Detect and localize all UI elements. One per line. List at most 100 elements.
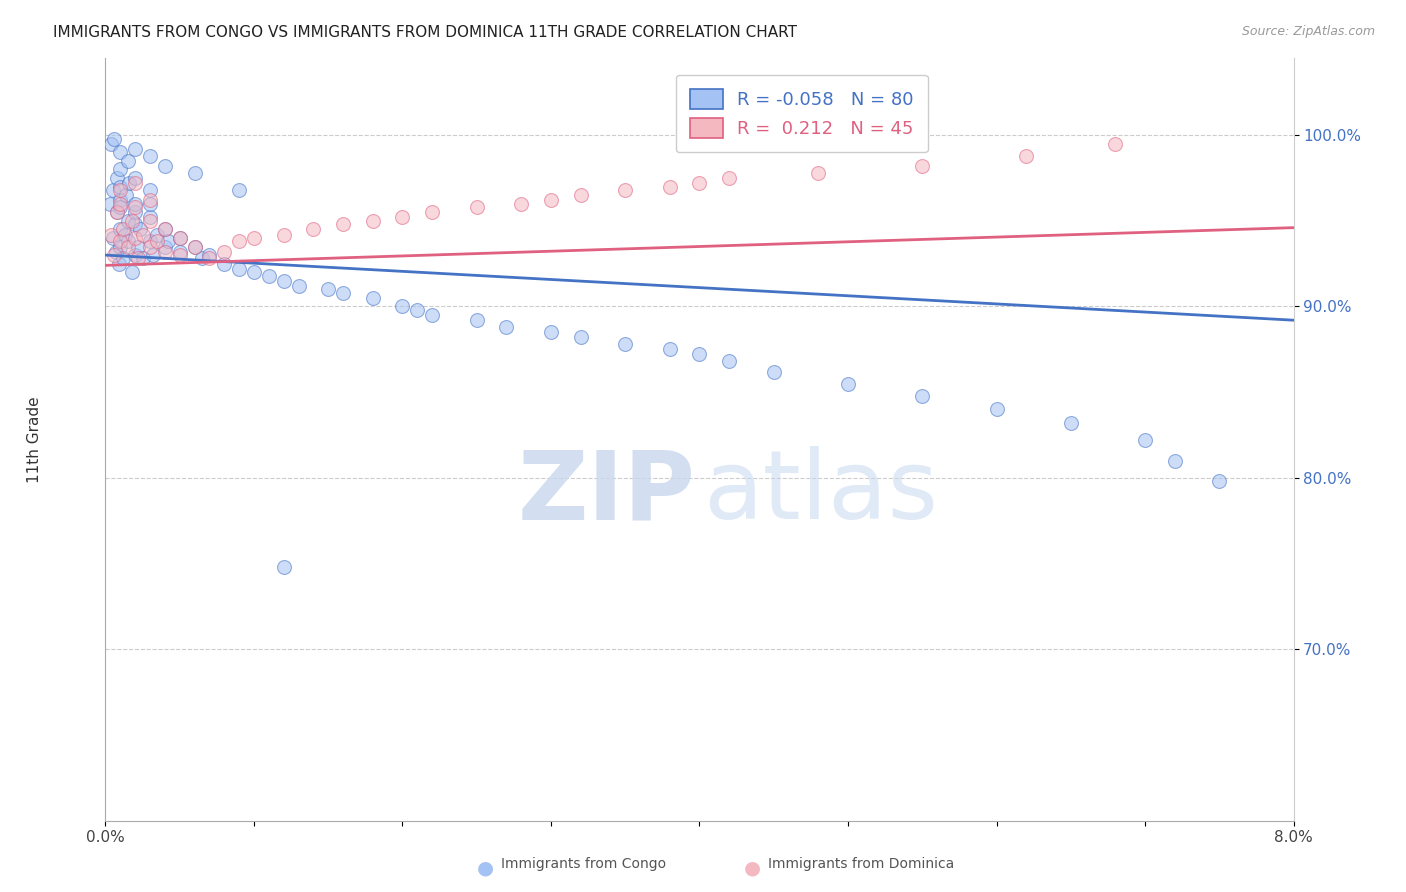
Point [101, 183, 124, 197]
Point [153, 244, 176, 259]
Point [110, 193, 132, 207]
Point [807, 166, 830, 180]
Point [117, 239, 139, 253]
Point [214, 244, 236, 259]
Text: ●: ● [744, 858, 761, 878]
Point [183, 239, 205, 253]
Point [100, 227, 122, 242]
Point [540, 193, 562, 207]
Point [332, 217, 354, 231]
Point [139, 149, 162, 163]
Point [569, 188, 592, 202]
Point [110, 183, 132, 197]
Legend: R = -0.058   N = 80, R =  0.212   N = 45: R = -0.058 N = 80, R = 0.212 N = 45 [676, 75, 928, 153]
Point [127, 252, 149, 266]
Point [911, 159, 934, 173]
Point [198, 252, 221, 266]
Point [420, 308, 443, 322]
Text: Source: ZipAtlas.com: Source: ZipAtlas.com [1241, 25, 1375, 38]
Point [124, 170, 146, 185]
Point [98, 196, 121, 211]
Point [104, 244, 127, 259]
Point [121, 265, 143, 279]
Text: ZIP: ZIP [517, 446, 696, 539]
Point [273, 274, 295, 288]
Point [1208, 475, 1230, 489]
Point [465, 200, 488, 214]
Point [287, 279, 309, 293]
Point [139, 214, 162, 228]
Point [100, 136, 122, 151]
Point [124, 200, 146, 214]
Point [183, 239, 205, 253]
Point [112, 252, 135, 266]
Point [118, 176, 141, 190]
Point [139, 196, 162, 211]
Point [156, 235, 179, 249]
Point [169, 248, 191, 262]
Point [191, 252, 214, 266]
Point [1015, 149, 1038, 163]
Point [110, 179, 132, 194]
Point [302, 222, 325, 236]
Point [911, 389, 934, 403]
Point [153, 239, 176, 253]
Text: atlas: atlas [703, 446, 938, 539]
Point [391, 300, 413, 314]
Point [124, 196, 146, 211]
Point [406, 302, 429, 317]
Point [110, 239, 132, 253]
Point [1060, 416, 1083, 430]
Point [124, 205, 146, 219]
Point [115, 188, 138, 202]
Point [108, 257, 131, 271]
Point [214, 257, 236, 271]
Point [110, 196, 132, 211]
Point [110, 200, 132, 214]
Point [658, 179, 681, 194]
Point [169, 244, 191, 259]
Point [183, 166, 205, 180]
Point [1133, 433, 1156, 447]
Point [361, 291, 384, 305]
Point [139, 193, 162, 207]
Point [837, 376, 859, 391]
Point [139, 183, 162, 197]
Point [131, 227, 153, 242]
Point [495, 320, 517, 334]
Point [243, 265, 266, 279]
Point [420, 205, 443, 219]
Text: ●: ● [477, 858, 494, 878]
Point [986, 402, 1008, 417]
Text: Immigrants from Congo: Immigrants from Congo [501, 856, 665, 871]
Point [569, 330, 592, 344]
Point [110, 222, 132, 236]
Point [391, 211, 413, 225]
Point [146, 235, 169, 249]
Point [114, 227, 136, 242]
Point [110, 162, 132, 177]
Point [105, 205, 128, 219]
Point [257, 268, 280, 283]
Point [361, 214, 384, 228]
Point [762, 365, 785, 379]
Point [228, 261, 250, 276]
Point [689, 176, 711, 190]
Point [228, 183, 250, 197]
Point [273, 227, 295, 242]
Point [103, 131, 125, 145]
Point [131, 252, 153, 266]
Point [1164, 454, 1187, 468]
Point [169, 231, 191, 245]
Point [153, 159, 176, 173]
Point [117, 153, 139, 168]
Text: 11th Grade: 11th Grade [27, 396, 42, 483]
Point [153, 222, 176, 236]
Point [332, 285, 354, 300]
Point [124, 142, 146, 156]
Point [101, 231, 124, 245]
Point [1104, 136, 1126, 151]
Point [124, 231, 146, 245]
Point [139, 235, 162, 249]
Point [465, 313, 488, 327]
